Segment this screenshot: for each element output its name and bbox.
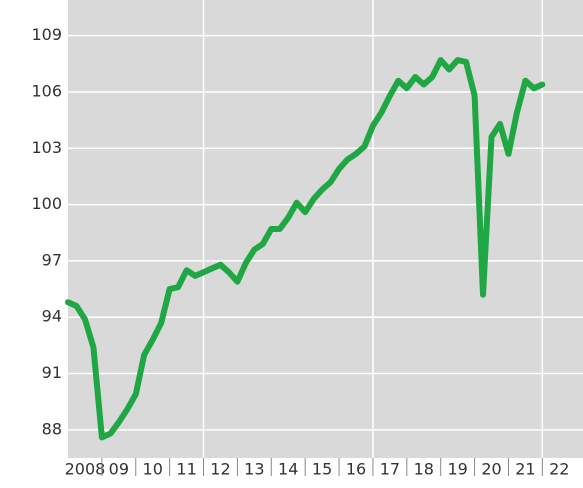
x-tick-label: 14	[278, 460, 298, 479]
y-tick-label: 88	[42, 419, 62, 438]
x-tick-label: 10	[143, 460, 163, 479]
y-tick-label: 109	[31, 25, 62, 44]
x-tick-label: 13	[244, 460, 264, 479]
y-tick-label: 103	[31, 138, 62, 157]
x-tick-label: 15	[312, 460, 332, 479]
x-tick-label: 20	[481, 460, 501, 479]
x-tick-label: 17	[380, 460, 400, 479]
y-tick-label: 100	[31, 194, 62, 213]
x-tick-label: 22	[549, 460, 569, 479]
y-tick-label: 94	[42, 307, 62, 326]
x-tick-label: 09	[109, 460, 129, 479]
plot-area	[68, 0, 583, 458]
x-tick-label: 18	[414, 460, 434, 479]
x-tick-label: 16	[346, 460, 366, 479]
x-tick-label: 12	[210, 460, 230, 479]
x-tick-label: 2008	[65, 460, 106, 479]
y-tick-label: 97	[42, 250, 62, 269]
x-tick-label: 19	[447, 460, 467, 479]
line	[65, 57, 546, 441]
x-tick-label: 11	[176, 460, 196, 479]
y-tick-label: 91	[42, 363, 62, 382]
y-tick-label: 106	[31, 81, 62, 100]
x-tick-label: 21	[515, 460, 535, 479]
